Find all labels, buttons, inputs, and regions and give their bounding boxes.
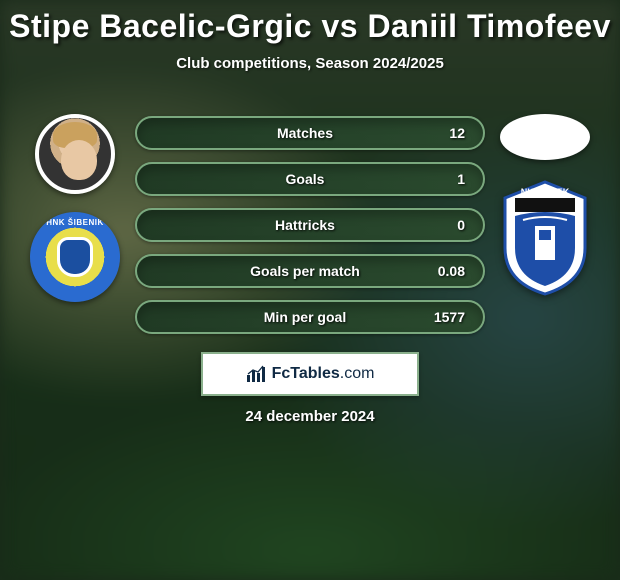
stat-label: Goals <box>195 171 415 187</box>
stat-right-value: 1 <box>415 171 465 187</box>
stat-label: Goals per match <box>195 263 415 279</box>
club-badge-left: HNK ŠIBENIK <box>30 212 120 302</box>
stat-label: Matches <box>195 125 415 141</box>
comparison-layout: HNK ŠIBENIK Matches 12 Goals 1 Hattricks… <box>0 110 620 340</box>
player-avatar-left <box>35 114 115 194</box>
subtitle: Club competitions, Season 2024/2025 <box>0 55 620 72</box>
attribution-light: .com <box>340 365 375 382</box>
stat-right-value: 1577 <box>415 309 465 325</box>
stat-right-value: 0 <box>415 217 465 233</box>
stat-label: Hattricks <box>195 217 415 233</box>
page-title: Stipe Bacelic-Grgic vs Daniil Timofeev <box>0 0 620 45</box>
attribution-brand: FcTables.com <box>272 365 375 383</box>
date-label: 24 december 2024 <box>0 408 620 425</box>
right-side: NK OSIJEK <box>485 110 605 298</box>
stat-row: Goals per match 0.08 <box>135 254 485 288</box>
stat-right-value: 12 <box>415 125 465 141</box>
stat-row: Hattricks 0 <box>135 208 485 242</box>
chart-icon <box>246 365 268 383</box>
stats-column: Matches 12 Goals 1 Hattricks 0 Goals per… <box>135 110 485 340</box>
stat-row: Goals 1 <box>135 162 485 196</box>
club-label-left: HNK ŠIBENIK <box>30 218 120 227</box>
attribution-box: FcTables.com <box>201 352 419 396</box>
club-label-right-svg: NK OSIJEK <box>521 187 570 197</box>
stat-right-value: 0.08 <box>415 263 465 279</box>
stat-label: Min per goal <box>195 309 415 325</box>
stat-row: Min per goal 1577 <box>135 300 485 334</box>
stat-row: Matches 12 <box>135 116 485 150</box>
left-side: HNK ŠIBENIK <box>15 110 135 302</box>
club-badge-right: NK OSIJEK <box>495 178 595 298</box>
attribution-bold: FcTables <box>272 365 340 382</box>
player-avatar-right <box>500 114 590 160</box>
